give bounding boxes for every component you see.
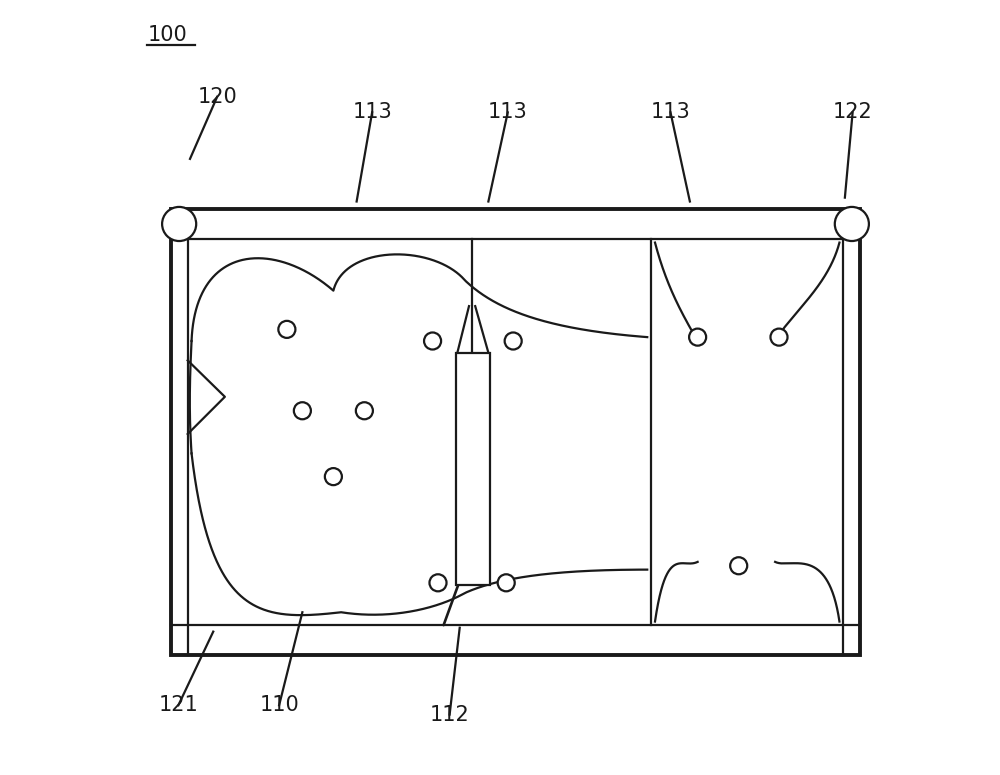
Circle shape — [505, 332, 522, 350]
Circle shape — [424, 332, 441, 350]
Bar — [171, 209, 860, 655]
Circle shape — [835, 207, 869, 241]
Text: 120: 120 — [197, 87, 237, 107]
Bar — [456, 353, 490, 585]
Circle shape — [356, 402, 373, 419]
Text: 100: 100 — [147, 25, 187, 45]
Text: 113: 113 — [651, 102, 690, 122]
Circle shape — [429, 574, 447, 591]
Text: 112: 112 — [430, 704, 470, 725]
Circle shape — [689, 329, 706, 346]
Circle shape — [730, 557, 747, 574]
Text: 110: 110 — [259, 695, 299, 715]
Circle shape — [498, 574, 515, 591]
Circle shape — [162, 207, 196, 241]
Text: 113: 113 — [352, 102, 392, 122]
Text: 121: 121 — [158, 695, 198, 715]
Circle shape — [770, 329, 788, 346]
Circle shape — [278, 321, 295, 338]
Circle shape — [325, 468, 342, 485]
Text: 122: 122 — [833, 102, 872, 122]
Circle shape — [294, 402, 311, 419]
Text: 113: 113 — [488, 102, 528, 122]
